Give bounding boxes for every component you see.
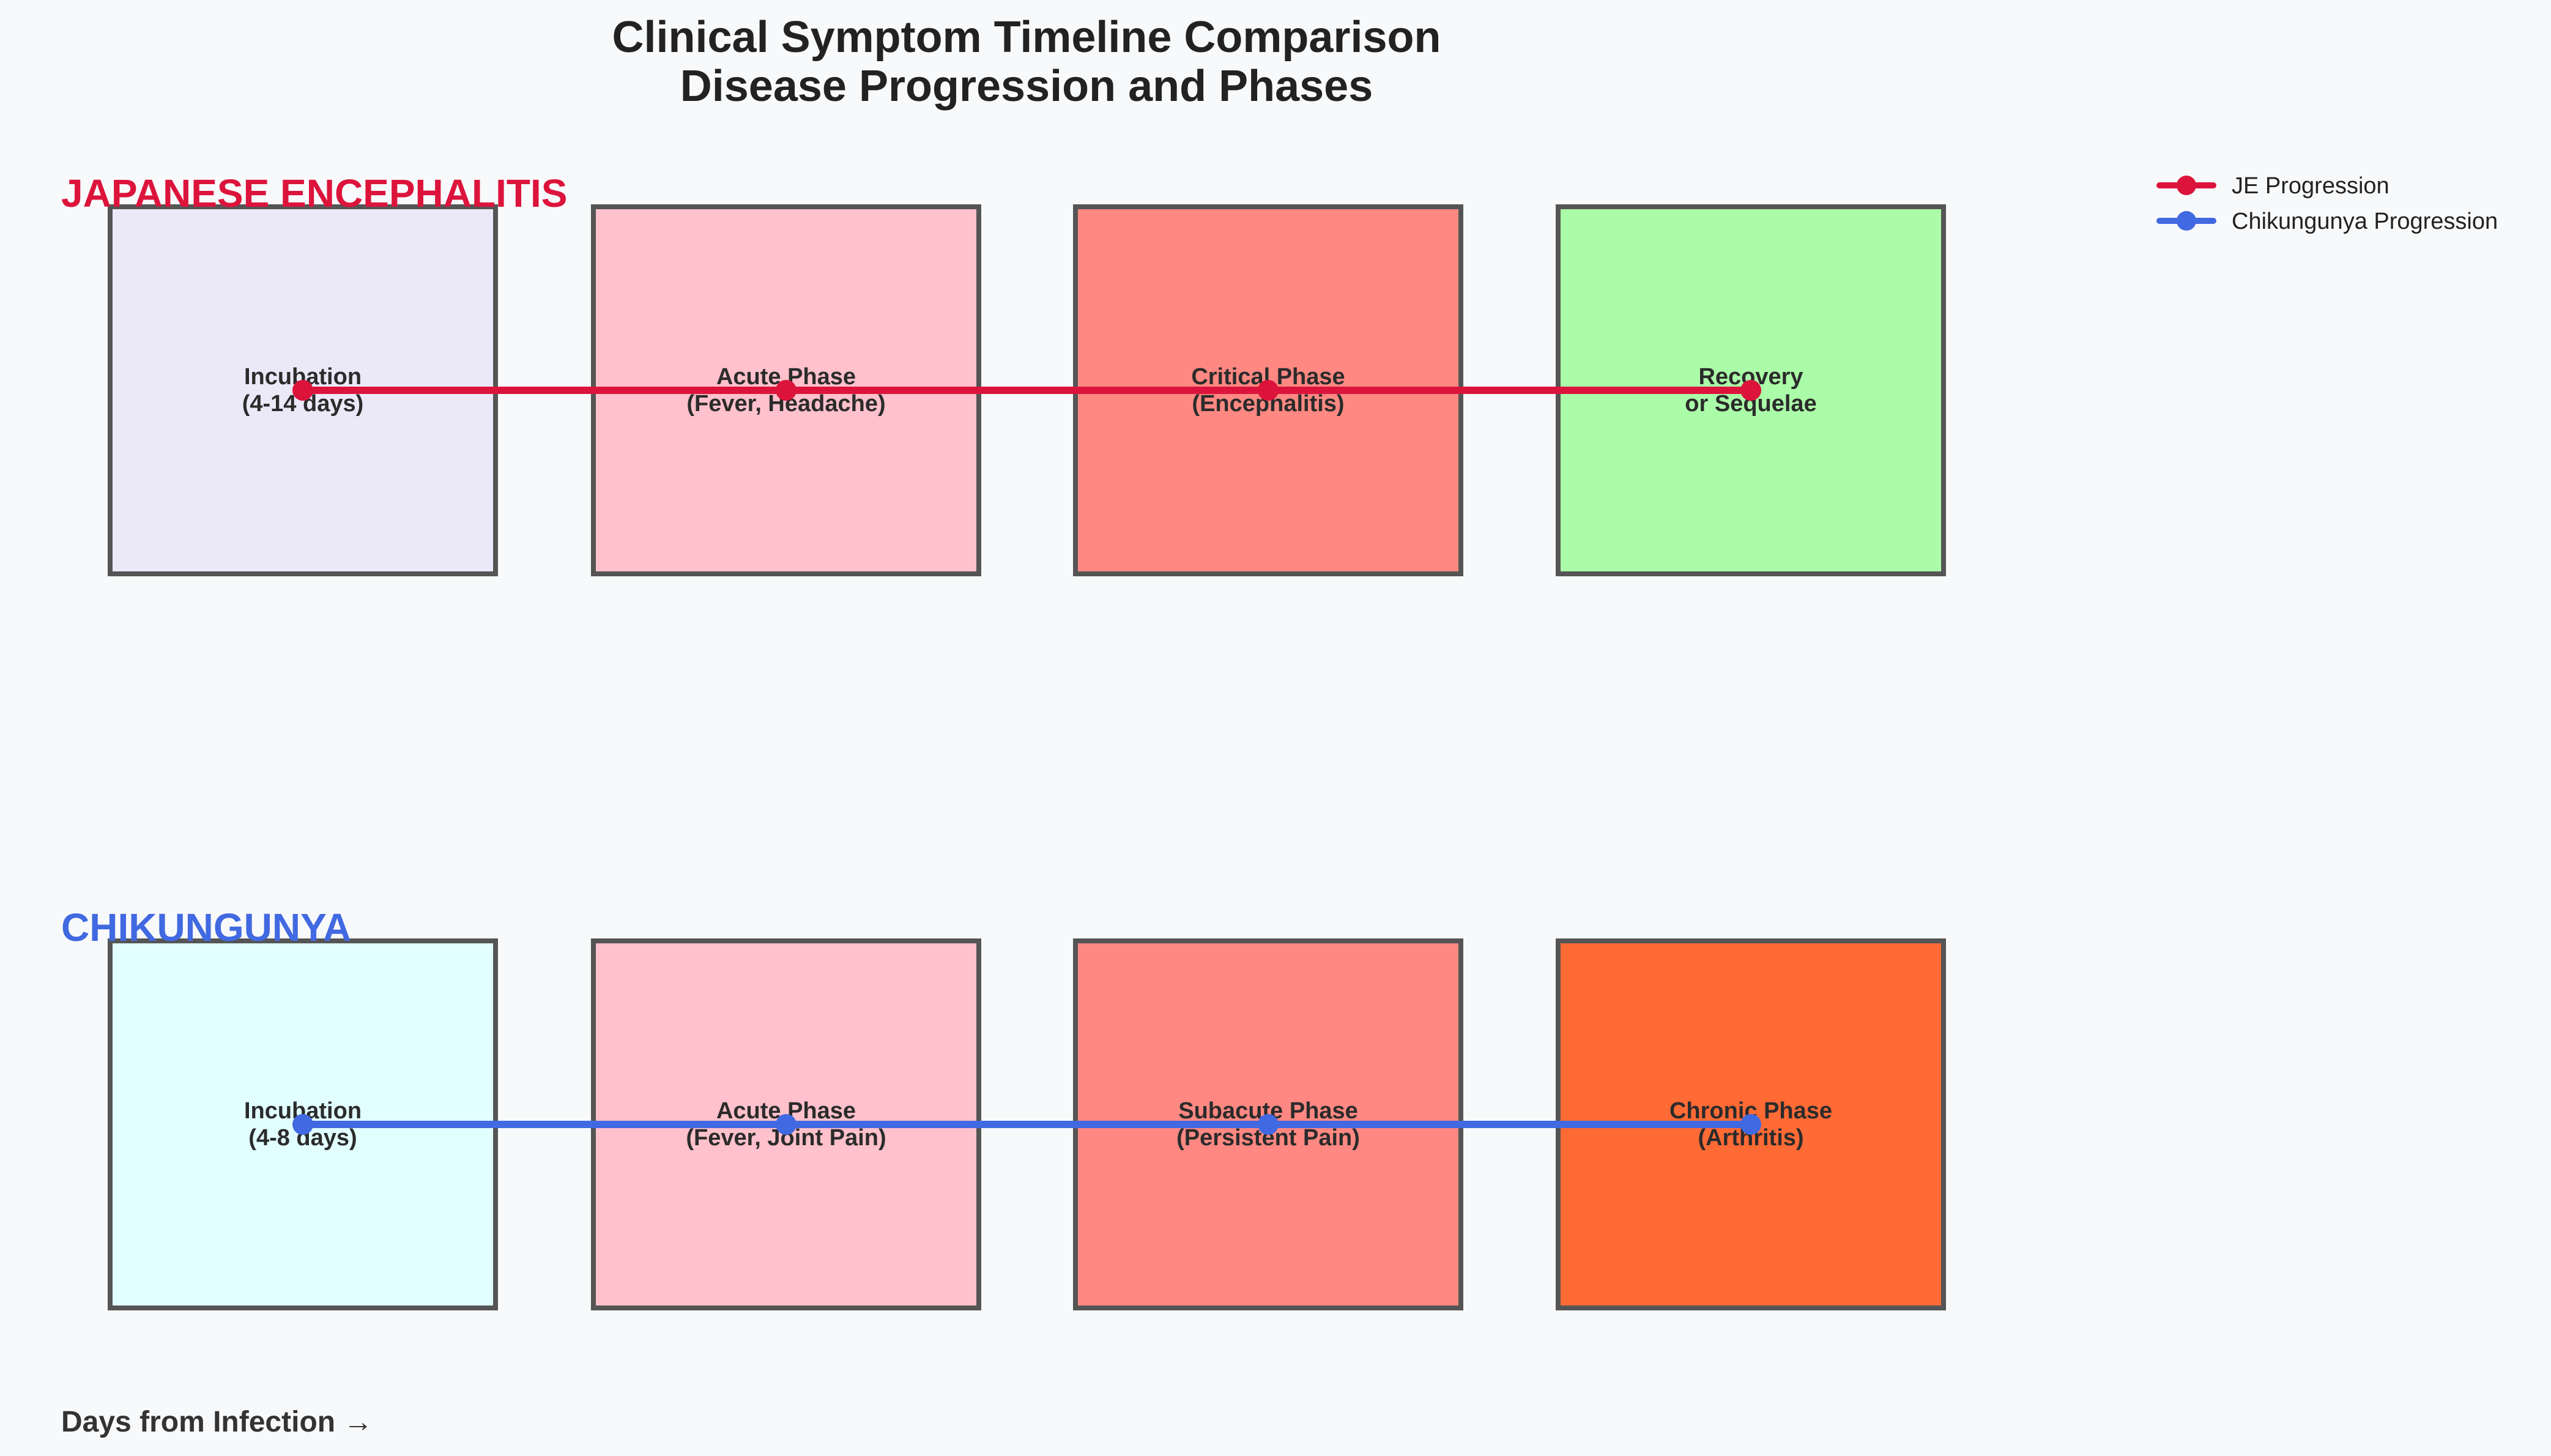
disease-label-chikungunya: CHIKUNGUNYA bbox=[61, 905, 351, 949]
progression-marker bbox=[292, 1114, 313, 1135]
disease-row-je: Incubation(4-14 days)Acute Phase(Fever, … bbox=[61, 171, 1946, 576]
progression-marker bbox=[292, 380, 313, 401]
chart-title-line2: Disease Progression and Phases bbox=[680, 62, 1373, 111]
progression-marker bbox=[1258, 1114, 1279, 1135]
progression-marker bbox=[1258, 380, 1279, 401]
progression-marker bbox=[776, 380, 796, 401]
chart-title-line1: Clinical Symptom Timeline Comparison bbox=[612, 13, 1441, 62]
legend-label-chikungunya: Chikungunya Progression bbox=[2232, 209, 2498, 234]
disease-timelines: Incubation(4-14 days)Acute Phase(Fever, … bbox=[61, 171, 1946, 1310]
progression-marker bbox=[1740, 1114, 1761, 1135]
disease-row-chikungunya: Incubation(4-8 days)Acute Phase(Fever, J… bbox=[61, 905, 1946, 1310]
legend-marker-je bbox=[2177, 176, 2196, 195]
legend-label-je: JE Progression bbox=[2232, 173, 2389, 199]
x-axis-label: Days from Infection → bbox=[61, 1406, 373, 1438]
disease-label-je: JAPANESE ENCEPHALITIS bbox=[61, 171, 567, 215]
progression-marker bbox=[776, 1114, 796, 1135]
legend-marker-chikungunya bbox=[2177, 211, 2196, 231]
legend-item-je: JE Progression bbox=[2156, 173, 2389, 199]
legend-item-chikungunya: Chikungunya Progression bbox=[2156, 209, 2498, 234]
legend: JE Progression Chikungunya Progression bbox=[2156, 173, 2498, 234]
progression-marker bbox=[1740, 380, 1761, 401]
